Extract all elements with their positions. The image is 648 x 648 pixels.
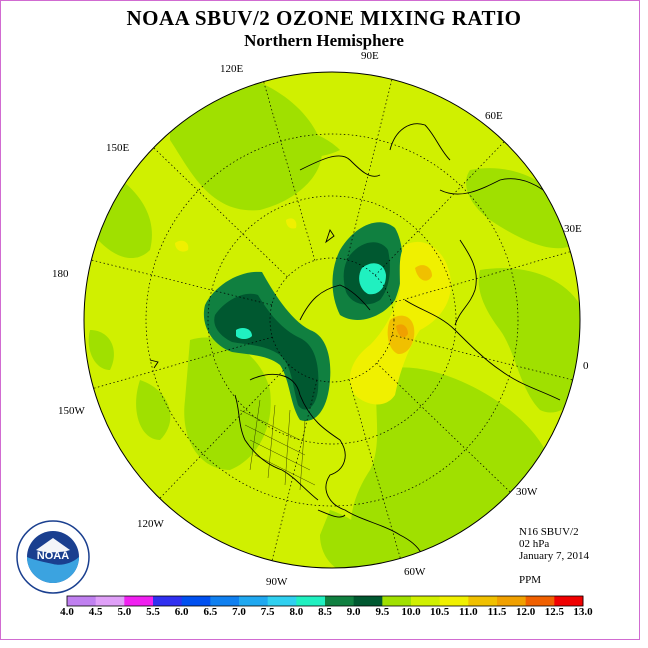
colorbar-tick-label: 10.5 <box>430 606 450 618</box>
colorbar-tick-label: 4.5 <box>88 606 103 618</box>
lon-label-60e: 60E <box>485 110 503 122</box>
lon-label-180: 180 <box>52 268 69 280</box>
meridian-line <box>391 251 571 304</box>
map-boundary <box>83 71 581 569</box>
meridian-line <box>346 79 393 260</box>
colorbar-tick-label: 13.0 <box>573 606 593 618</box>
lon-label-0: 0 <box>583 360 589 372</box>
lon-label-30w: 30W <box>516 486 538 498</box>
latitude-circles <box>145 133 519 507</box>
colorbar-tick-label: 8.5 <box>318 606 332 618</box>
continent-outlines <box>149 123 561 568</box>
lon-label-120e: 120E <box>220 63 244 75</box>
colorbar-swatch <box>267 596 297 606</box>
colorbar-swatch <box>353 596 383 606</box>
colorbar-border <box>66 595 584 607</box>
lon-label-120w: 120W <box>137 518 164 530</box>
colorbar-tick-label: 12.5 <box>544 606 564 618</box>
colorbar-swatch <box>468 596 498 606</box>
colorbar-tick-label: 10.0 <box>401 606 421 618</box>
meridian-line <box>93 336 273 389</box>
date-label: January 7, 2014 <box>519 550 589 562</box>
colorbar-tick-label: 6.5 <box>203 606 218 618</box>
colorbar-swatch <box>153 596 183 606</box>
meridian-line <box>91 259 272 306</box>
colorbar-tick-label: 8.0 <box>289 606 304 618</box>
colorbar-tick-label: 9.5 <box>375 606 390 618</box>
colorbar-swatch <box>325 596 355 606</box>
meridian-line <box>392 334 573 381</box>
noaa-logo: NOAA <box>16 520 90 594</box>
colorbar-swatch <box>239 596 269 606</box>
colorbar-tick-label: 9.0 <box>346 606 361 618</box>
colorbar-swatch <box>439 596 469 606</box>
lon-label-90e: 90E <box>361 50 379 62</box>
map-subtitle: Northern Hemisphere <box>244 31 404 50</box>
colorbar-tick-label: 11.5 <box>487 606 507 618</box>
image-frame <box>0 0 640 640</box>
meridian-line <box>376 362 511 493</box>
colorbar-swatch <box>554 596 584 606</box>
colorbar-swatch <box>497 596 527 606</box>
lon-label-150e: 150E <box>106 142 130 154</box>
meridian-line <box>263 81 316 261</box>
colorbar-tick-label: 11.0 <box>459 606 478 618</box>
map-title: NOAA SBUV/2 OZONE MIXING RATIO <box>126 6 522 30</box>
colorbar-tick-label: 7.0 <box>232 606 246 618</box>
colorbar-swatch <box>411 596 441 606</box>
colorbar-swatch <box>95 596 125 606</box>
colorbar-swatch <box>382 596 412 606</box>
pressure-level-label: 02 hPa <box>519 538 550 550</box>
ozone-contours-8.0 <box>236 263 386 339</box>
colorbar-tick-label: 6.0 <box>174 606 189 618</box>
colorbar-swatch <box>181 596 211 606</box>
colorbar-tick-label: 5.5 <box>146 606 160 618</box>
meridian-line <box>348 379 401 559</box>
colorbar-swatch <box>525 596 555 606</box>
lon-label-90w: 90W <box>266 576 288 588</box>
colorbar-tick-label: 4.0 <box>60 606 74 618</box>
colorbar-tick-label: 12.0 <box>516 606 536 618</box>
colorbar-swatch <box>67 596 97 606</box>
meridian-line <box>271 380 318 561</box>
lon-label-60w: 60W <box>404 566 426 578</box>
meridian-lines <box>91 79 573 561</box>
colorbar-tick-label: 5.0 <box>117 606 132 618</box>
meridian-line <box>153 147 288 278</box>
noaa-logo-text: NOAA <box>37 550 69 562</box>
units-label: PPM <box>519 574 542 586</box>
colorbar-swatch <box>210 596 240 606</box>
state-boundaries <box>239 399 316 491</box>
meridian-line <box>159 364 290 499</box>
meridian-line <box>374 141 505 276</box>
colorbar-tick-label: 7.5 <box>260 606 275 618</box>
ozone-contours-11.5 <box>396 324 408 338</box>
colorbar-swatch <box>296 596 326 606</box>
satellite-label: N16 SBUV/2 <box>519 526 579 538</box>
lon-label-150w: 150W <box>58 405 85 417</box>
lon-label-30e: 30E <box>564 223 582 235</box>
colorbar-swatch <box>124 596 154 606</box>
